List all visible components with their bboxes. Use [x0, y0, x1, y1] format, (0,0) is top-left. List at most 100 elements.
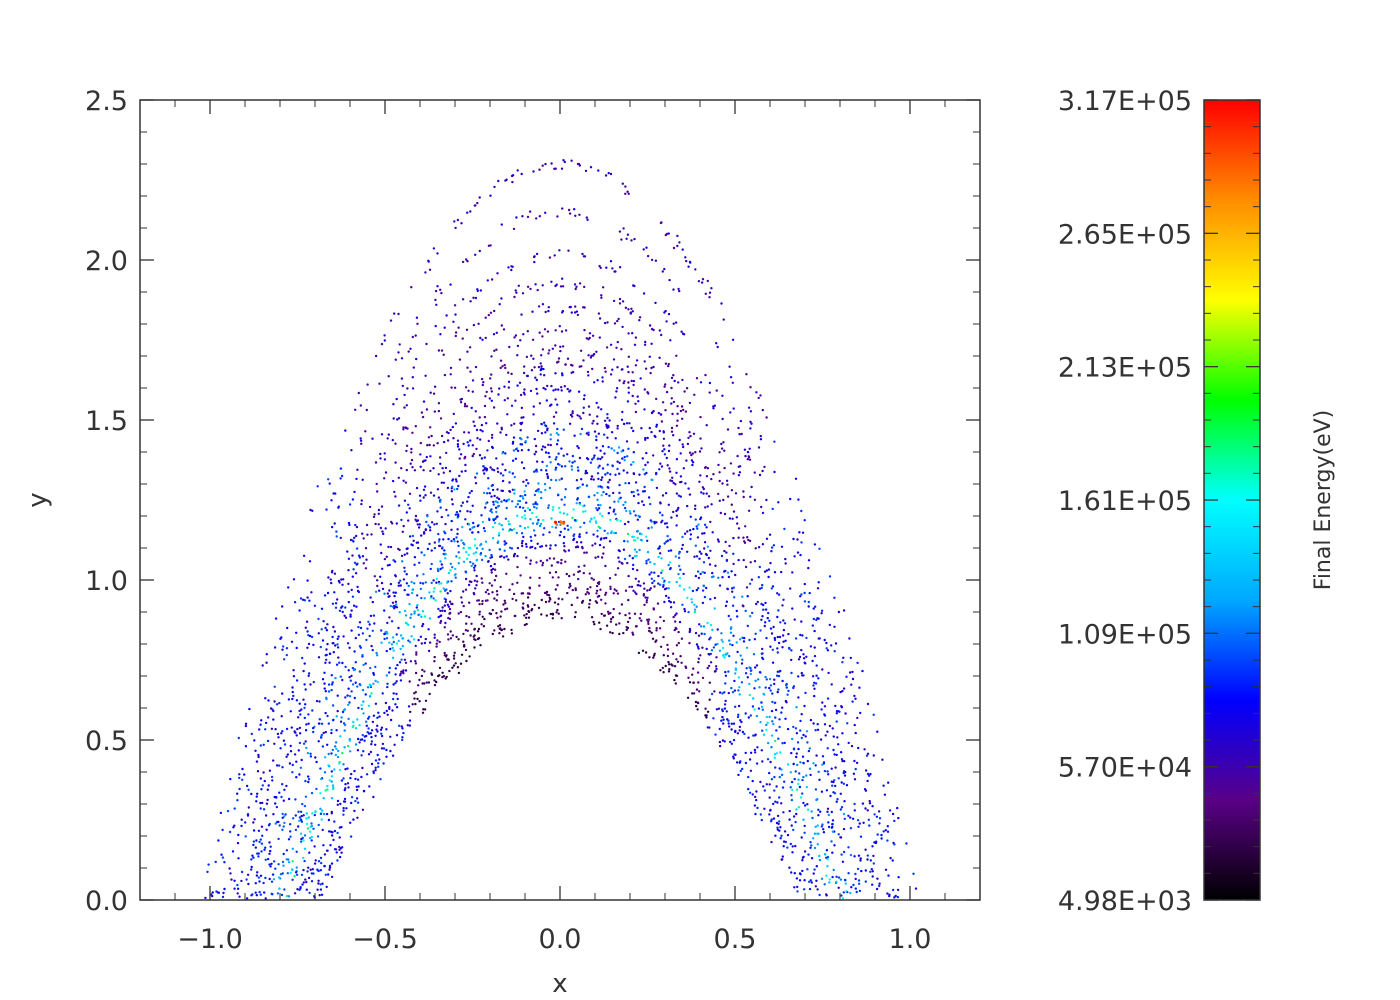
- data-point: [385, 555, 388, 558]
- data-point: [677, 494, 681, 497]
- data-point: [342, 813, 345, 816]
- data-point: [459, 662, 463, 665]
- data-point: [254, 891, 257, 894]
- data-point: [430, 434, 433, 438]
- data-point: [548, 557, 551, 560]
- data-point: [564, 560, 567, 563]
- data-point: [370, 692, 373, 695]
- data-point: [285, 755, 288, 758]
- data-point: [872, 713, 875, 716]
- data-point: [645, 246, 648, 249]
- data-point: [754, 666, 757, 669]
- data-point: [464, 469, 467, 473]
- data-point: [655, 423, 659, 426]
- data-point: [259, 744, 262, 747]
- data-point: [462, 640, 465, 643]
- data-point: [755, 391, 758, 394]
- data-point: [801, 674, 804, 677]
- data-point: [452, 320, 455, 323]
- data-point: [605, 423, 608, 426]
- data-point: [736, 454, 739, 458]
- data-point: [462, 541, 465, 545]
- data-point: [539, 522, 543, 526]
- data-point: [274, 867, 277, 870]
- data-point: [536, 392, 539, 395]
- data-point: [688, 630, 691, 634]
- data-point: [503, 499, 506, 502]
- data-point: [739, 419, 743, 423]
- data-point: [383, 711, 386, 715]
- data-point: [544, 431, 547, 434]
- data-point: [415, 541, 418, 544]
- data-point: [422, 400, 426, 403]
- data-point: [609, 260, 613, 263]
- data-point: [798, 785, 802, 789]
- data-point: [597, 555, 600, 558]
- data-point: [477, 637, 481, 640]
- data-point: [621, 325, 624, 329]
- data-point: [303, 599, 306, 602]
- data-point: [777, 609, 780, 612]
- data-point: [377, 523, 380, 526]
- data-point: [508, 481, 511, 484]
- data-point: [749, 420, 752, 423]
- data-point: [780, 768, 783, 771]
- data-point: [882, 830, 885, 833]
- data-point: [701, 589, 705, 592]
- data-point: [387, 433, 390, 436]
- data-point: [344, 783, 347, 786]
- data-point: [647, 496, 651, 499]
- data-point: [844, 882, 847, 885]
- data-point: [392, 559, 395, 562]
- data-point: [674, 614, 677, 617]
- data-point: [460, 596, 463, 599]
- data-point: [443, 604, 446, 607]
- data-point: [397, 351, 400, 354]
- data-point: [395, 606, 399, 609]
- data-point: [781, 604, 784, 607]
- data-point: [454, 334, 457, 338]
- data-point: [642, 468, 645, 471]
- data-point: [826, 858, 829, 861]
- data-point: [325, 508, 328, 511]
- data-point: [381, 742, 385, 746]
- data-point: [842, 782, 846, 785]
- data-point: [889, 856, 892, 860]
- data-point: [493, 562, 496, 566]
- data-point: [866, 809, 869, 812]
- data-point: [835, 720, 838, 723]
- data-point: [395, 706, 399, 709]
- data-point: [603, 366, 607, 370]
- data-point: [568, 460, 571, 463]
- data-point: [609, 631, 612, 634]
- data-point: [321, 828, 324, 832]
- data-point: [394, 575, 397, 578]
- data-point: [398, 548, 401, 552]
- data-point: [501, 365, 504, 368]
- data-point: [604, 564, 607, 568]
- data-point: [351, 554, 354, 557]
- data-point: [343, 788, 346, 792]
- data-point: [462, 560, 466, 563]
- data-point: [789, 587, 792, 590]
- data-point: [806, 759, 809, 763]
- data-point: [552, 389, 555, 392]
- data-point: [298, 773, 301, 776]
- data-point: [525, 374, 529, 378]
- data-point: [554, 588, 557, 591]
- data-point: [517, 284, 520, 287]
- data-point: [693, 610, 697, 614]
- data-point: [798, 879, 802, 882]
- data-point: [666, 534, 669, 538]
- data-point: [334, 606, 338, 609]
- data-point: [686, 696, 690, 699]
- data-point: [430, 549, 433, 552]
- data-point: [672, 434, 675, 437]
- data-point: [639, 612, 642, 616]
- data-point: [384, 471, 388, 474]
- data-point: [609, 373, 613, 376]
- data-point: [561, 598, 564, 601]
- data-point: [753, 638, 757, 641]
- data-point: [542, 386, 545, 390]
- data-point: [324, 626, 327, 630]
